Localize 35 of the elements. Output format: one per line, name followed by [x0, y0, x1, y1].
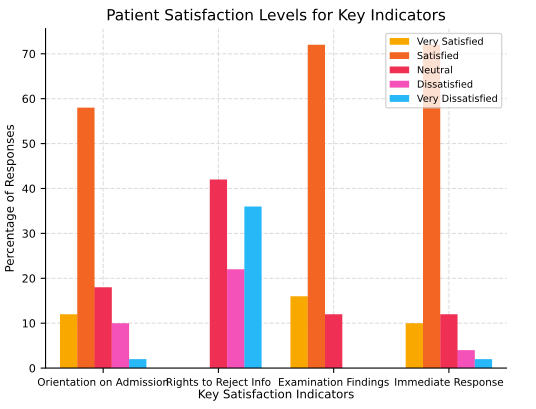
bar — [94, 287, 112, 368]
x-tick-label: Orientation on Admission — [38, 378, 168, 386]
y-tick-label: 60 — [22, 94, 36, 104]
legend-label: Dissatisfied — [418, 80, 472, 88]
y-tick-label: 30 — [22, 229, 36, 238]
bar — [244, 206, 262, 368]
legend-label: Very Satisfied — [416, 37, 483, 47]
legend-label: Satisfied — [418, 52, 458, 60]
y-tick-label: 0 — [30, 364, 36, 372]
bar — [60, 314, 78, 368]
y-tick-label: 20 — [22, 274, 36, 283]
bar — [474, 359, 492, 368]
y-tick-label: 40 — [22, 184, 36, 193]
bar — [308, 44, 326, 368]
bar — [406, 323, 423, 368]
y-tick-label: 70 — [22, 50, 36, 58]
bar — [325, 314, 342, 368]
x-tick-label: Rights to Reject Info — [166, 378, 270, 388]
x-tick-label: Immediate Response — [395, 378, 504, 388]
x-axis-title: Key Satisfaction Indicators — [198, 389, 354, 401]
legend-label: Neutral — [418, 66, 452, 74]
bar — [112, 323, 130, 368]
bar — [290, 296, 308, 368]
bar — [227, 269, 244, 368]
bar — [440, 314, 458, 368]
x-tick-label: Examination Findings — [279, 378, 389, 388]
bar — [77, 108, 95, 368]
chart-title: Patient Satisfaction Levels for Key Indicators — [108, 8, 446, 24]
y-axis-title: Percentage of Responses — [4, 124, 16, 272]
legend-label: Very Dissatisfied — [416, 94, 497, 104]
bar — [210, 180, 228, 368]
bar — [129, 359, 146, 368]
y-tick-label: 10 — [22, 319, 36, 328]
bar — [458, 350, 475, 368]
y-tick-label: 50 — [22, 140, 36, 148]
